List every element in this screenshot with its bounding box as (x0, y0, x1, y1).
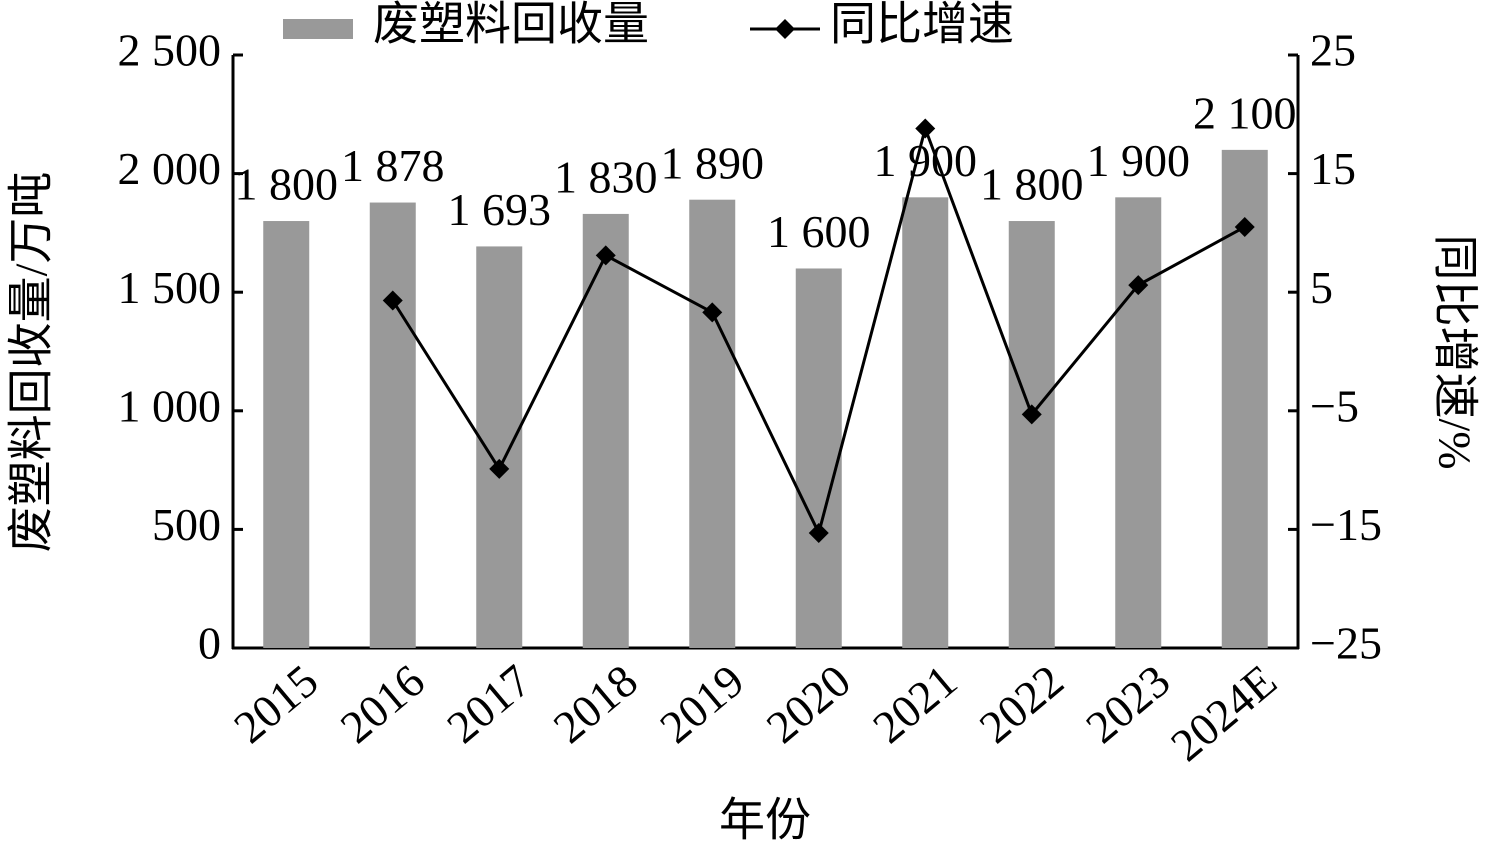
y2-axis-title: 同比增速/% (1429, 234, 1480, 469)
bar (263, 221, 310, 649)
y-tick-label: 1 500 (118, 262, 222, 313)
bar (1008, 221, 1055, 649)
x-tick-label: 2016 (331, 655, 434, 753)
x-axis-title: 年份 (719, 795, 811, 846)
x-tick-label: 2015 (224, 655, 327, 753)
bar (689, 199, 736, 648)
value-label: 1 878 (341, 140, 445, 191)
value-label: 1 800 (235, 159, 339, 210)
y-axis-title: 废塑料回收量/万吨 (6, 172, 57, 553)
value-label: 1 693 (448, 184, 552, 235)
x-tick-label: 2023 (1076, 655, 1179, 753)
line-marker (808, 522, 829, 543)
line-marker (1128, 275, 1149, 296)
value-label: 1 890 (661, 137, 765, 188)
line-marker (595, 245, 616, 266)
value-label: 1 900 (1087, 135, 1191, 186)
y-tick-label: 2 000 (118, 143, 222, 194)
bar (902, 197, 949, 648)
line-marker (489, 458, 510, 479)
x-tick-label: 2020 (757, 655, 860, 753)
legend-label: 废塑料回收量 (373, 0, 649, 50)
bar (476, 246, 523, 648)
line-marker (382, 290, 403, 311)
legend-marker (775, 19, 795, 39)
y2-tick-label: −5 (1310, 380, 1359, 431)
bar (582, 213, 629, 648)
value-label: 1 900 (874, 135, 978, 186)
x-tick-label: 2022 (970, 655, 1073, 753)
y2-tick-label: 25 (1310, 25, 1356, 76)
bar (795, 268, 842, 648)
y-tick-label: 2 500 (118, 25, 222, 76)
value-label: 2 100 (1193, 87, 1297, 138)
x-tick-label: 2024E (1161, 655, 1286, 771)
bar (369, 202, 416, 649)
line-marker (702, 302, 723, 323)
legend-label: 同比增速 (830, 0, 1014, 50)
legend-swatch (283, 19, 353, 39)
value-label: 1 600 (767, 206, 871, 257)
line-marker (915, 118, 936, 139)
value-label: 1 830 (554, 151, 658, 202)
value-label: 1 800 (980, 159, 1084, 210)
y2-tick-label: 15 (1310, 143, 1356, 194)
x-tick-label: 2019 (650, 655, 753, 753)
x-tick-label: 2021 (863, 655, 966, 753)
x-tick-label: 2017 (437, 655, 540, 753)
y2-tick-label: −15 (1310, 499, 1382, 550)
line-marker (1234, 216, 1255, 237)
y2-tick-label: −25 (1310, 618, 1382, 669)
y-tick-label: 500 (152, 499, 221, 550)
y-tick-label: 1 000 (118, 380, 222, 431)
bar (1115, 197, 1162, 648)
y2-tick-label: 5 (1310, 262, 1333, 313)
y-tick-label: 0 (198, 618, 221, 669)
x-tick-label: 2018 (544, 655, 647, 753)
line-marker (1021, 404, 1042, 425)
